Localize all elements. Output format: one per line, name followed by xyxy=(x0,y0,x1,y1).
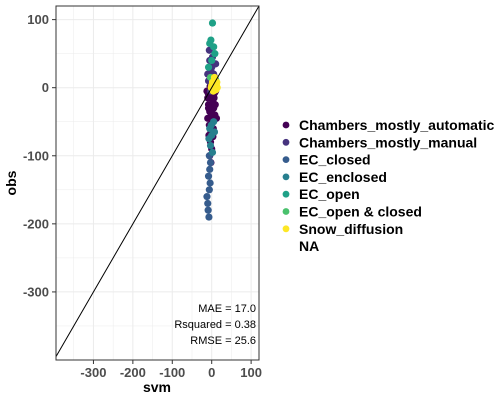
identity-line xyxy=(55,5,260,357)
legend-label-6: Snow_diffusion xyxy=(299,221,403,237)
x-axis-title: svm xyxy=(143,379,171,395)
axes: -300 -200 -100 0 100 -300 -200 -100 0 100 xyxy=(23,12,262,380)
data-point-3-7 xyxy=(207,121,215,129)
legend-key-0 xyxy=(282,121,290,129)
data-point-2-1 xyxy=(205,186,213,194)
y-tick-label: 100 xyxy=(27,12,49,27)
y-tick-label: 0 xyxy=(42,80,49,95)
data-point-2-2 xyxy=(204,199,212,208)
x-tick-label: 100 xyxy=(240,365,262,380)
y-axis-title: obs xyxy=(3,170,19,195)
stats-annotation: MAE = 17.0 Rsquared = 0.38 RMSE = 25.6 xyxy=(174,303,256,347)
legend-key-1 xyxy=(282,138,290,146)
x-tick-label: 0 xyxy=(208,365,215,380)
data-point-0-23 xyxy=(204,104,213,112)
legend-label-5: EC_open & closed xyxy=(299,204,422,220)
data-point-3-6 xyxy=(210,128,219,136)
legend-label-3: EC_enclosed xyxy=(299,169,387,185)
y-tick-label: -200 xyxy=(23,216,49,231)
data-point-4-4 xyxy=(208,56,216,65)
legend-key-4 xyxy=(282,190,290,198)
data-point-4-3 xyxy=(207,36,215,44)
legend-label-1: Chambers_mostly_manual xyxy=(299,134,477,150)
legend-label-2: EC_closed xyxy=(299,152,371,168)
data-point-2-7 xyxy=(204,206,212,214)
data-point-2-5 xyxy=(203,193,211,201)
legend-key-7 xyxy=(282,242,290,250)
data-point-0-27 xyxy=(207,109,215,118)
data-point-4-6 xyxy=(204,63,213,71)
legend-label-4: EC_open xyxy=(299,186,360,202)
stat-rmse: RMSE = 25.6 xyxy=(190,335,256,347)
legend-key-3 xyxy=(282,173,290,181)
data-point-3-4 xyxy=(208,148,217,156)
legend-label-0: Chambers_mostly_automatic xyxy=(299,117,495,133)
x-tick-label: -300 xyxy=(80,365,106,380)
legend: Chambers_mostly_automaticChambers_mostly… xyxy=(282,117,495,254)
legend-label-7: NA xyxy=(299,238,319,254)
data-point-6-13 xyxy=(213,78,221,86)
data-point-4-5 xyxy=(211,50,219,58)
legend-key-2 xyxy=(282,156,290,164)
data-point-2-3 xyxy=(205,213,213,221)
data-point-2-0 xyxy=(204,172,213,180)
data-point-4-0 xyxy=(208,19,217,27)
x-tick-label: -200 xyxy=(120,365,146,380)
data-point-4-2 xyxy=(210,43,218,51)
stat-rsquared: Rsquared = 0.38 xyxy=(174,319,256,331)
data-point-2-4 xyxy=(206,179,214,187)
legend-key-6 xyxy=(282,225,290,233)
stat-mae: MAE = 17.0 xyxy=(198,303,256,315)
legend-key-5 xyxy=(282,208,290,215)
y-tick-label: -300 xyxy=(23,284,49,299)
y-tick-label: -100 xyxy=(23,148,49,163)
data-point-2-8 xyxy=(206,158,215,167)
data-point-2-6 xyxy=(206,165,214,173)
data-point-3-5 xyxy=(205,135,213,143)
panel-border xyxy=(55,5,260,361)
data-point-3-3 xyxy=(206,141,215,150)
data-point-0-24 xyxy=(211,101,219,109)
x-tick-label: -100 xyxy=(159,365,185,380)
